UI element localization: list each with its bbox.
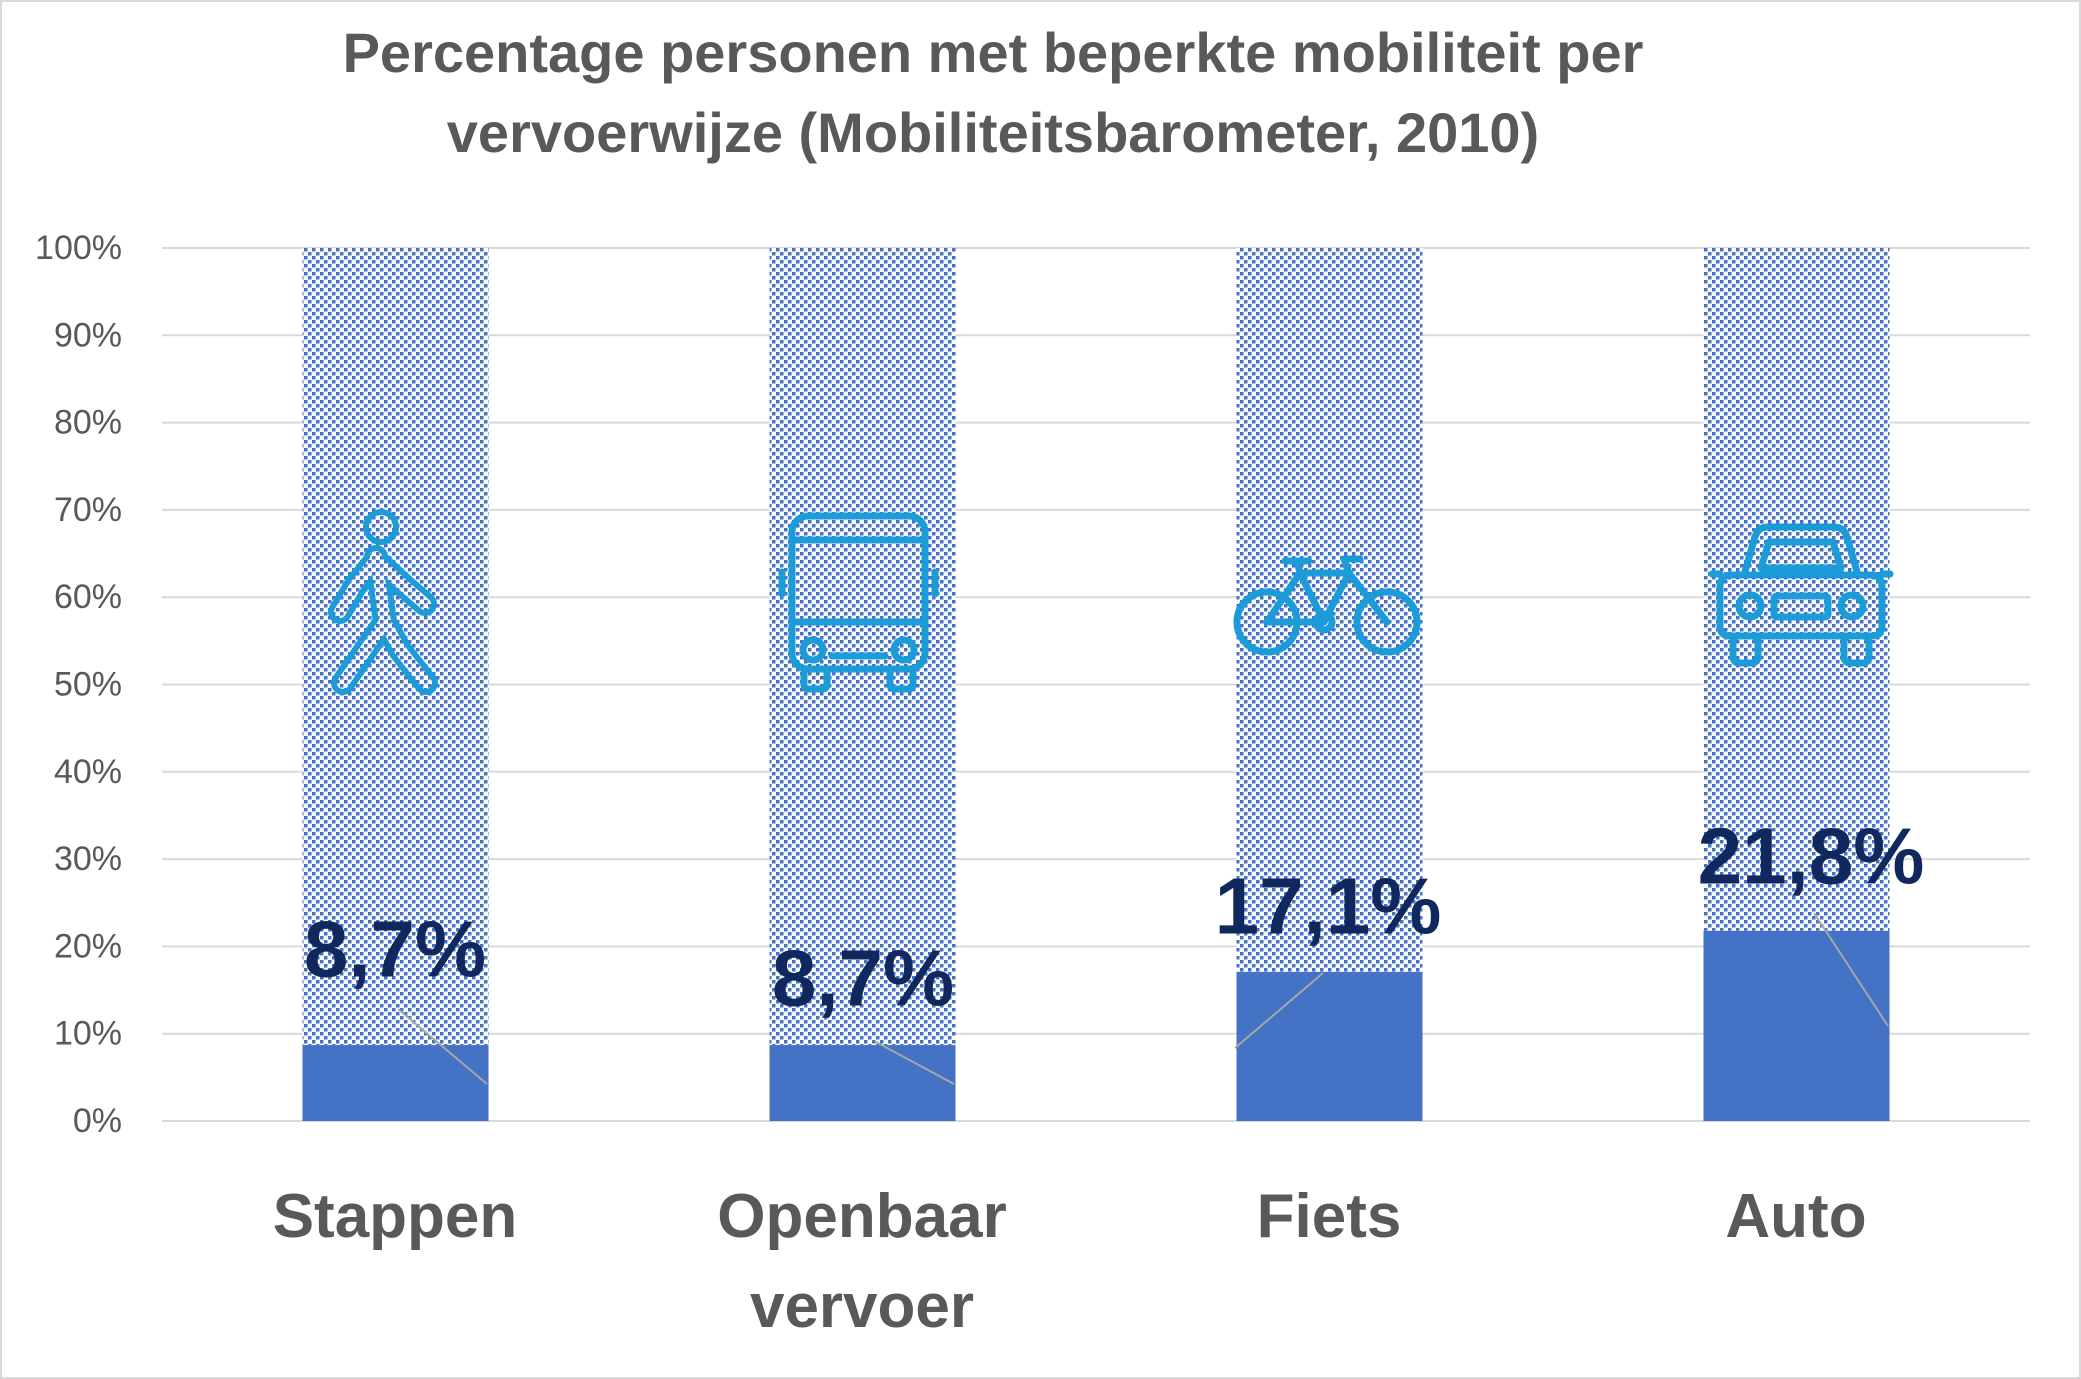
data-labels: 8,7% 8,7% 17,1% 21,8% <box>304 812 1925 1023</box>
x-category-label: Openbaar vervoer <box>717 1182 1007 1341</box>
bus-icon <box>778 512 939 693</box>
bars <box>302 248 1890 1121</box>
leader-line <box>1813 912 1889 1027</box>
data-label: 17,1% <box>1215 862 1442 951</box>
leader-line <box>397 1008 488 1085</box>
leader-lines <box>397 912 1889 1085</box>
y-tick-label: 100% <box>35 229 122 267</box>
y-tick-label: 90% <box>54 316 122 354</box>
y-tick-label: 50% <box>54 666 122 704</box>
chart-title-line-2: vervoerwijze (Mobiliteitsbarometer, 2010… <box>446 101 1540 164</box>
data-label: 8,7% <box>772 934 954 1023</box>
bar-auto <box>1703 930 1890 1121</box>
bar-openbaar-vervoer <box>769 1045 956 1121</box>
y-tick-label: 20% <box>54 927 122 965</box>
y-tick-label: 80% <box>54 404 122 442</box>
walking-person-icon <box>328 509 438 695</box>
x-category-label: Fiets <box>1256 1182 1402 1251</box>
y-tick-label: 40% <box>54 753 122 791</box>
y-tick-label: 70% <box>54 491 122 529</box>
icons <box>328 509 1894 695</box>
bicycle-icon <box>1233 555 1421 656</box>
chart-title-line-1: Percentage personen met beperkte mobilit… <box>342 21 1644 84</box>
y-axis-tick-labels: 0% 10% 20% 30% 40% 50% 60% 70% 80% 90% 100% <box>35 229 122 1140</box>
x-category-label: Auto <box>1725 1182 1867 1251</box>
bar-fiets <box>1236 971 1423 1121</box>
y-tick-label: 0% <box>73 1102 122 1140</box>
leader-line <box>875 1041 955 1085</box>
leader-line <box>1234 972 1324 1049</box>
x-category-label: Stappen <box>272 1182 518 1251</box>
data-label: 8,7% <box>304 905 486 994</box>
car-icon <box>1708 523 1894 667</box>
bar-stappen <box>302 1045 489 1121</box>
data-label: 21,8% <box>1698 812 1925 901</box>
y-tick-label: 30% <box>54 840 122 878</box>
bar-auto-remainder <box>1703 248 1890 931</box>
y-tick-label: 60% <box>54 578 122 616</box>
y-tick-label: 10% <box>54 1015 122 1053</box>
